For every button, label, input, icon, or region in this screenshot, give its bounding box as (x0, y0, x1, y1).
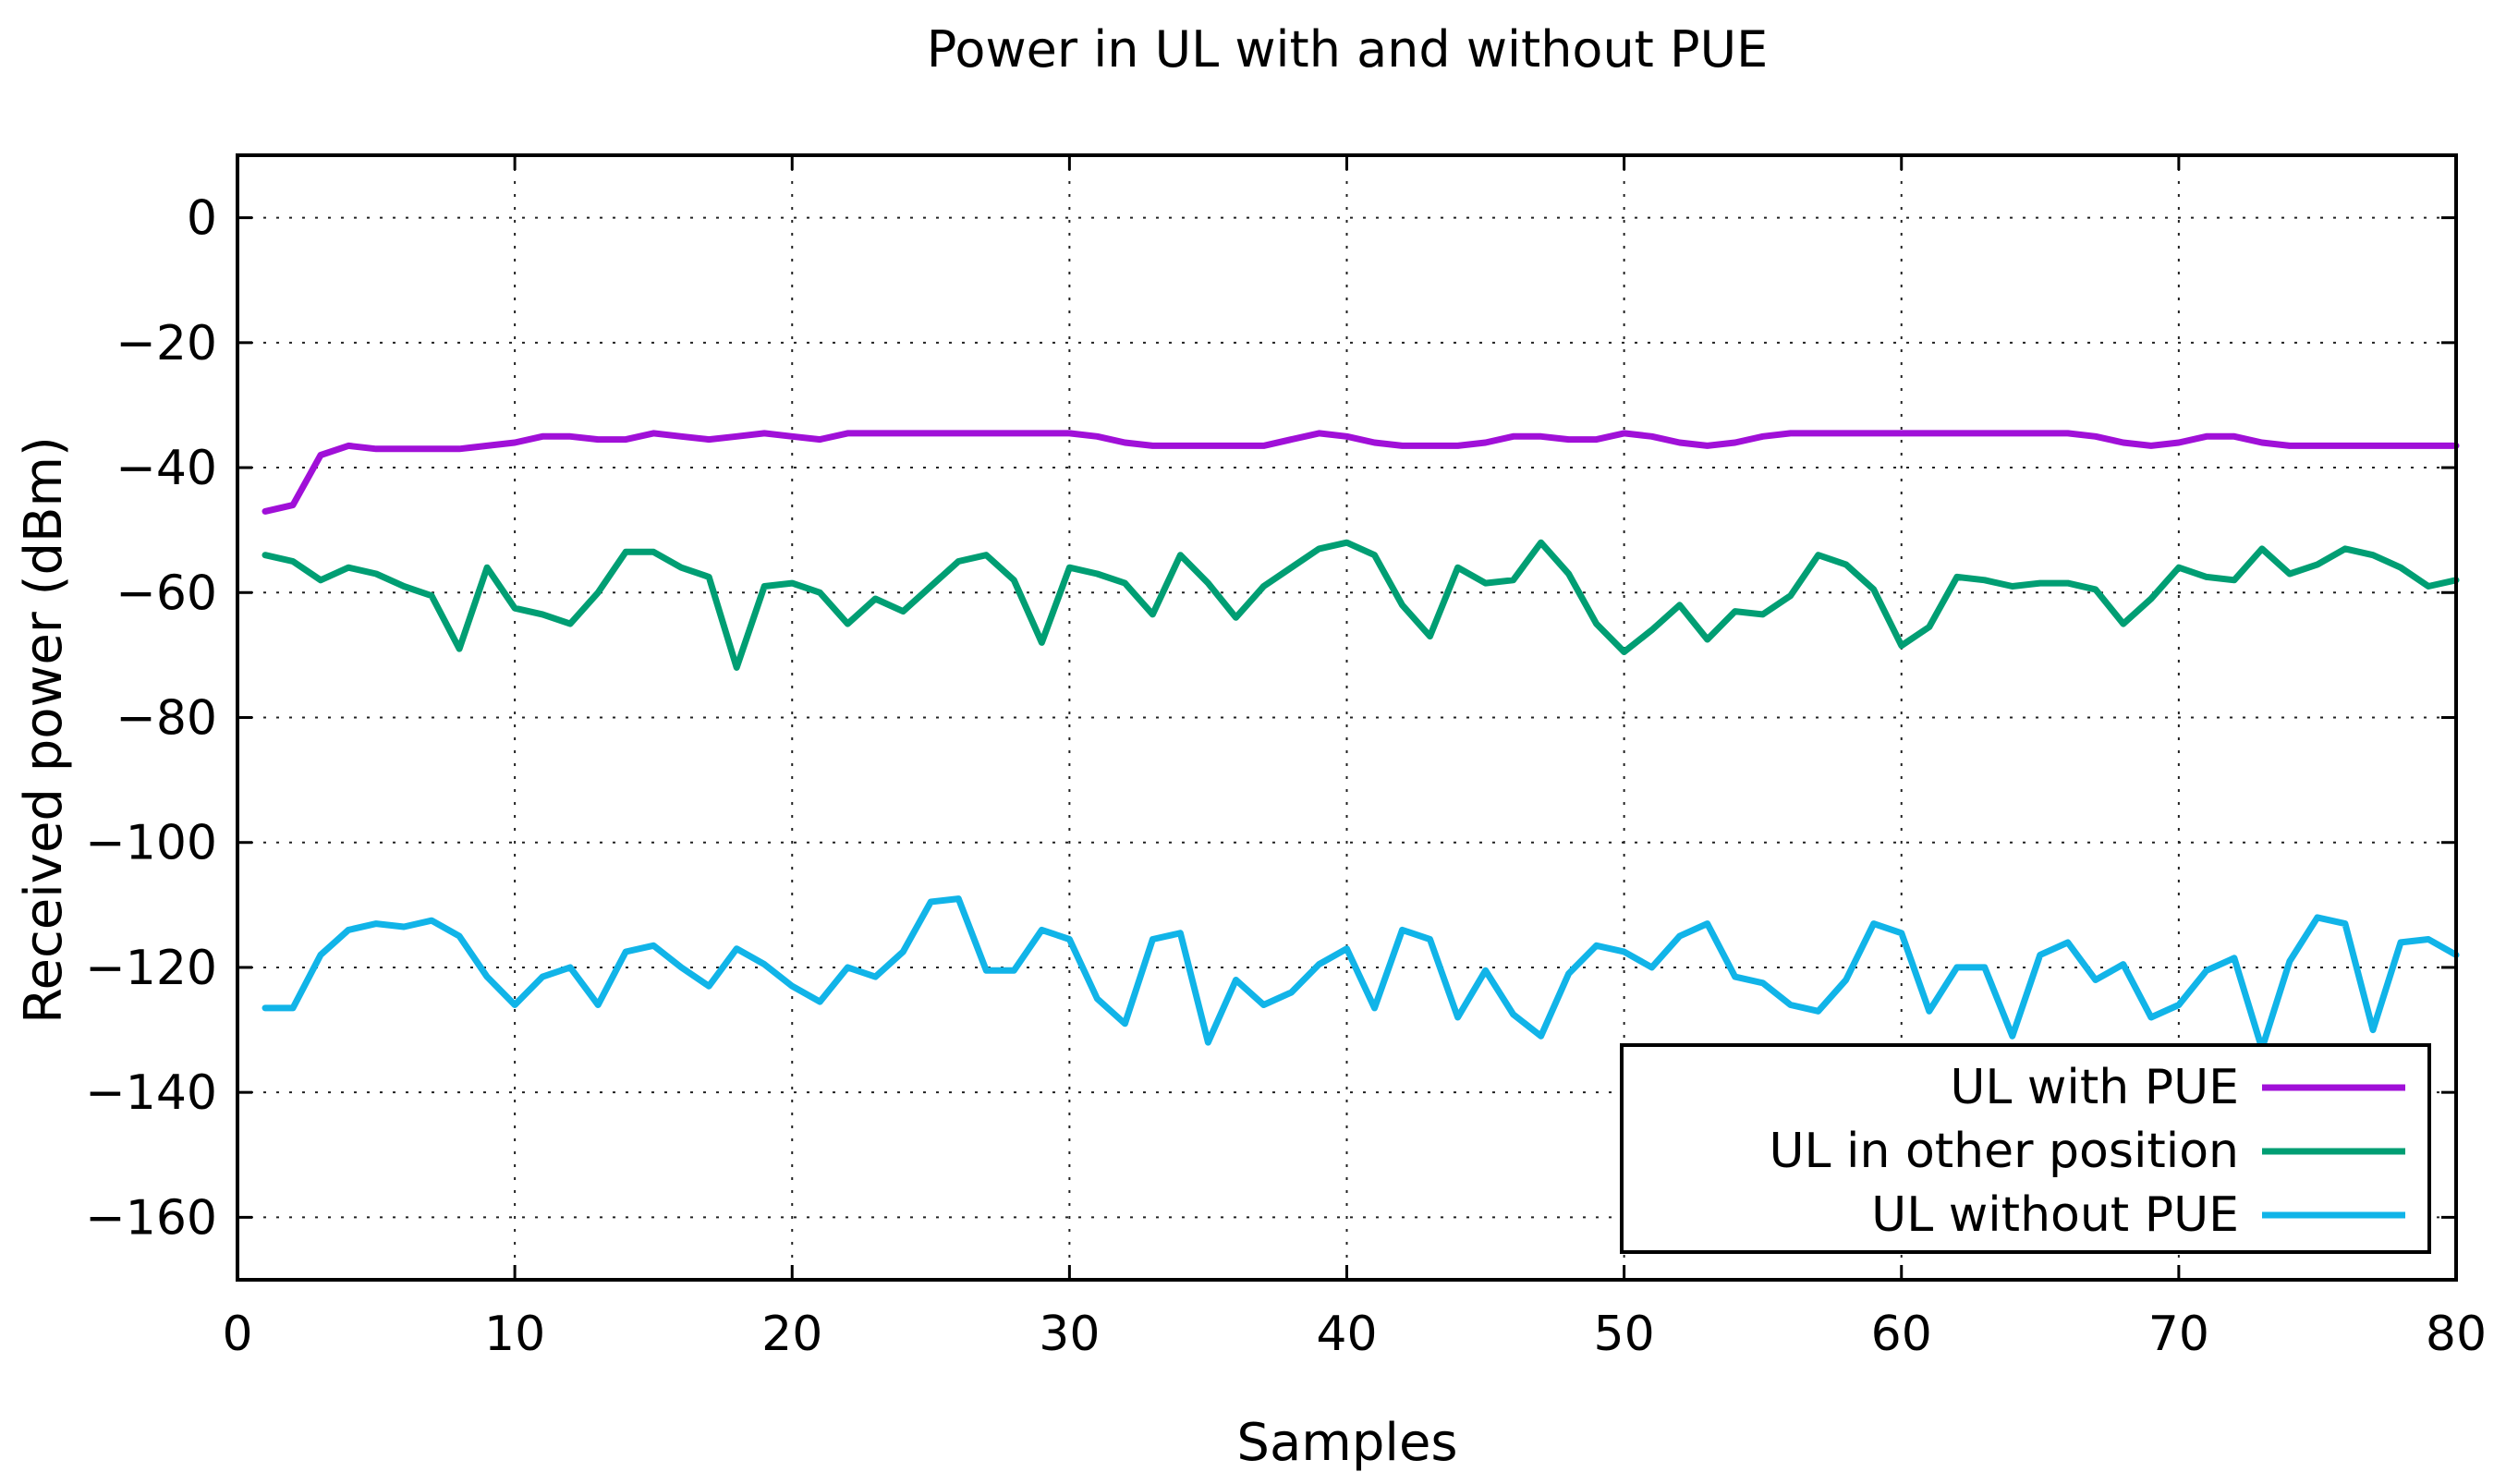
tick-layer: 0 10 20 30 40 50 60 70 80 0 −20 −40 −60 −80 −100 −120 −1… (85, 155, 2487, 1362)
legend: UL with PUE UL in other position UL with… (1620, 1043, 2431, 1254)
chart-title: Power in UL with and without PUE (927, 20, 1768, 79)
y-axis-label: Received power (dBm) (14, 436, 74, 1024)
series-line-ul-with-pue (262, 430, 2460, 515)
y-tick-label: −140 (85, 1065, 217, 1121)
legend-label-ul-in-other-position: UL in other position (1769, 1124, 2239, 1179)
y-tick-label: 0 (187, 191, 217, 247)
y-tick-label: −160 (85, 1190, 217, 1246)
series-layer (262, 430, 2460, 1052)
series-line-ul-without-pue (262, 895, 2460, 1052)
x-tick-label: 80 (2426, 1307, 2487, 1362)
y-tick-label: −20 (116, 316, 217, 371)
series-line-ul-in-other-position (262, 539, 2460, 671)
y-tick-label: −80 (116, 691, 217, 747)
x-tick-label: 60 (1871, 1307, 1932, 1362)
y-tick-label: −120 (85, 941, 217, 996)
x-tick-label: 70 (2148, 1307, 2209, 1362)
x-tick-label: 30 (1039, 1307, 1100, 1362)
x-axis-label: Samples (1236, 1413, 1457, 1473)
x-tick-label: 10 (484, 1307, 545, 1362)
x-tick-label: 50 (1594, 1307, 1655, 1362)
y-tick-label: −100 (85, 816, 217, 871)
y-tick-label: −60 (116, 566, 217, 621)
x-tick-label: 20 (761, 1307, 822, 1362)
x-tick-label: 40 (1316, 1307, 1377, 1362)
y-tick-label: −40 (116, 441, 217, 496)
legend-label-ul-without-pue: UL without PUE (1871, 1187, 2239, 1243)
legend-label-ul-with-pue: UL with PUE (1950, 1060, 2239, 1115)
x-tick-label: 0 (222, 1307, 252, 1362)
